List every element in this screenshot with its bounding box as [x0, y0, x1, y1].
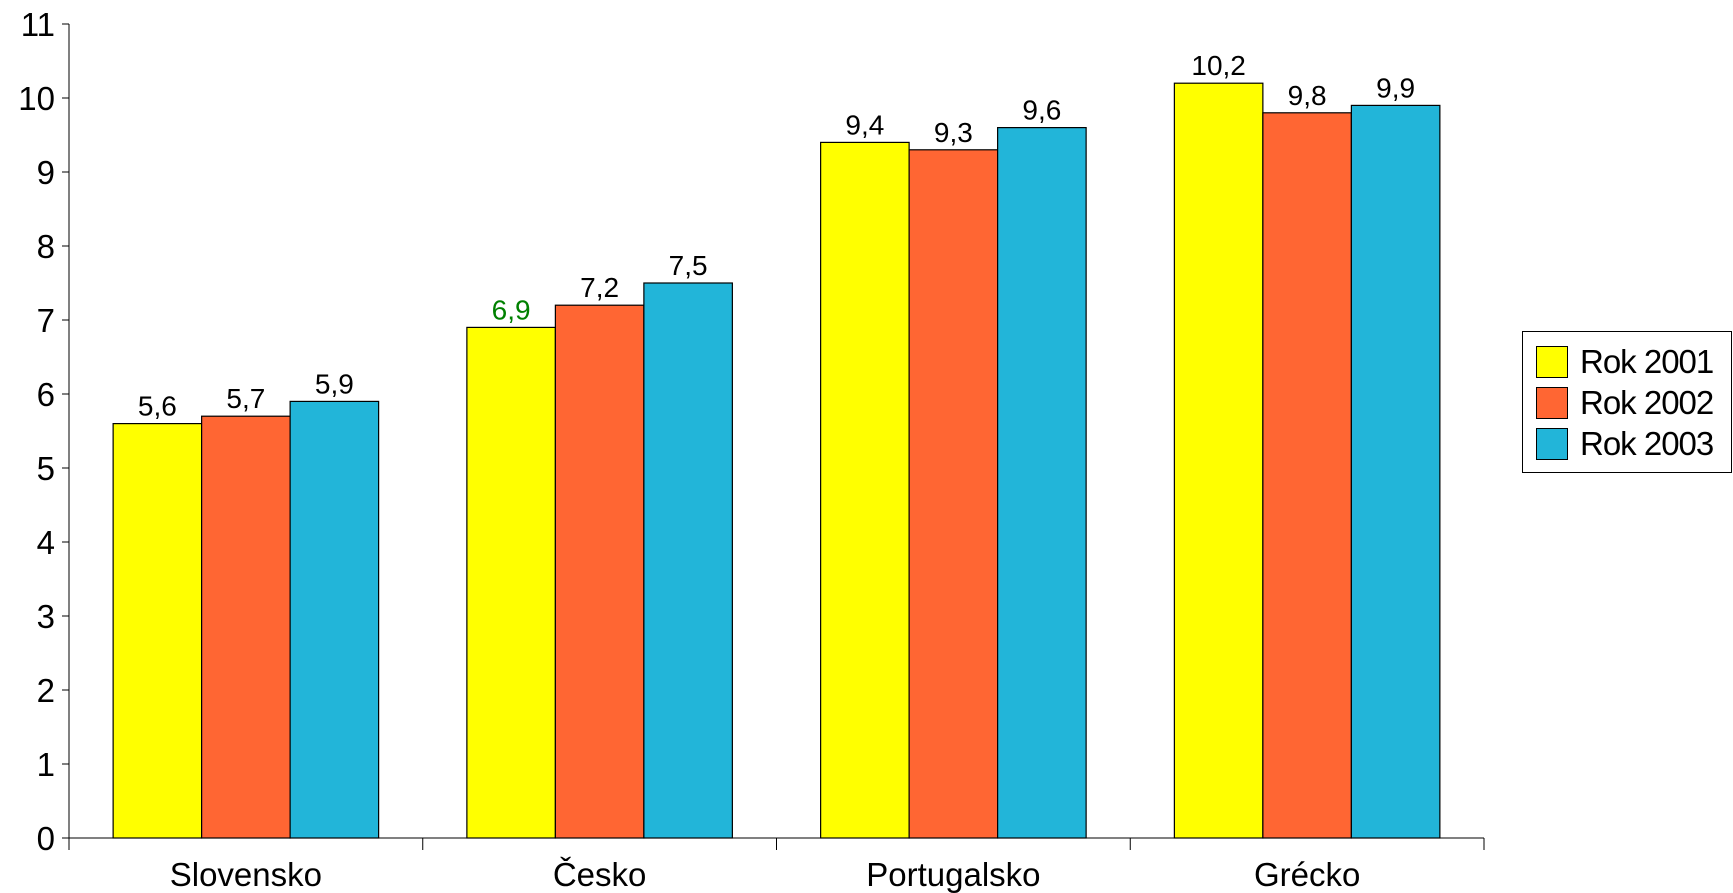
bar	[1350, 104, 1441, 839]
y-tick-label: 0	[37, 820, 55, 857]
x-axis: Slovensko Česko Portugalsko Grécko	[68, 837, 1485, 893]
bar-value-label: 9,9	[1376, 72, 1415, 103]
bar-value-label: 5,6	[138, 391, 177, 422]
legend-item-2003: Rok 2003	[1536, 425, 1714, 462]
bar-value-label: 9,3	[934, 117, 973, 148]
bar	[289, 400, 380, 839]
y-tick-label: 7	[37, 302, 55, 339]
value-labels: 5,6 5,7 5,9 6,9 7,2 7,5 9,4 9,3 9,6 10,2 9,8 9,9	[138, 50, 1415, 421]
x-category-label: Česko	[553, 856, 647, 893]
bar	[1262, 112, 1352, 839]
y-tick-label: 3	[37, 598, 55, 635]
x-category-label: Grécko	[1254, 856, 1360, 893]
bar	[997, 126, 1087, 839]
y-tick-label: 10	[18, 80, 55, 117]
bar	[554, 304, 645, 839]
bar	[201, 415, 291, 839]
legend-label-2003: Rok 2003	[1580, 425, 1714, 462]
legend-label-2002: Rok 2002	[1580, 384, 1714, 421]
bar-value-label: 7,5	[669, 250, 708, 281]
bar-value-label: 9,4	[845, 109, 884, 140]
legend-item-2001: Rok 2001	[1536, 343, 1714, 380]
bars	[112, 82, 1441, 839]
bar	[820, 141, 910, 839]
bar	[643, 282, 733, 839]
bar-value-label: 5,9	[315, 368, 354, 399]
bar	[1173, 82, 1264, 839]
y-tick-label: 8	[37, 228, 55, 265]
y-tick-label: 9	[37, 154, 55, 191]
legend-swatch-2002	[1536, 387, 1568, 419]
legend-swatch-2003	[1536, 428, 1568, 460]
y-tick-label: 1	[37, 746, 55, 783]
legend-swatch-2001	[1536, 346, 1568, 378]
y-axis: 0 1 2 3 4 5 6 7 8 9 10 11	[18, 6, 70, 857]
legend: Rok 2001 Rok 2002 Rok 2003	[1522, 331, 1732, 473]
bar	[466, 326, 556, 839]
legend-item-2002: Rok 2002	[1536, 384, 1714, 421]
bar-value-label: 10,2	[1191, 50, 1246, 81]
y-tick-label: 6	[37, 376, 55, 413]
bar-value-label: 5,7	[226, 383, 265, 414]
y-tick-label: 11	[21, 6, 55, 43]
x-category-label: Portugalsko	[866, 856, 1040, 893]
bar-value-label: 9,6	[1022, 95, 1061, 126]
y-tick-label: 4	[37, 524, 55, 561]
bar	[112, 423, 203, 839]
x-category-label: Slovensko	[170, 856, 322, 893]
y-tick-label: 2	[37, 672, 55, 709]
bar-value-label: 9,8	[1288, 80, 1327, 111]
bar-value-label: 7,2	[580, 272, 619, 303]
legend-label-2001: Rok 2001	[1580, 343, 1714, 380]
y-tick-label: 5	[37, 450, 55, 487]
bar	[908, 149, 999, 839]
bar-value-label: 6,9	[492, 294, 531, 325]
